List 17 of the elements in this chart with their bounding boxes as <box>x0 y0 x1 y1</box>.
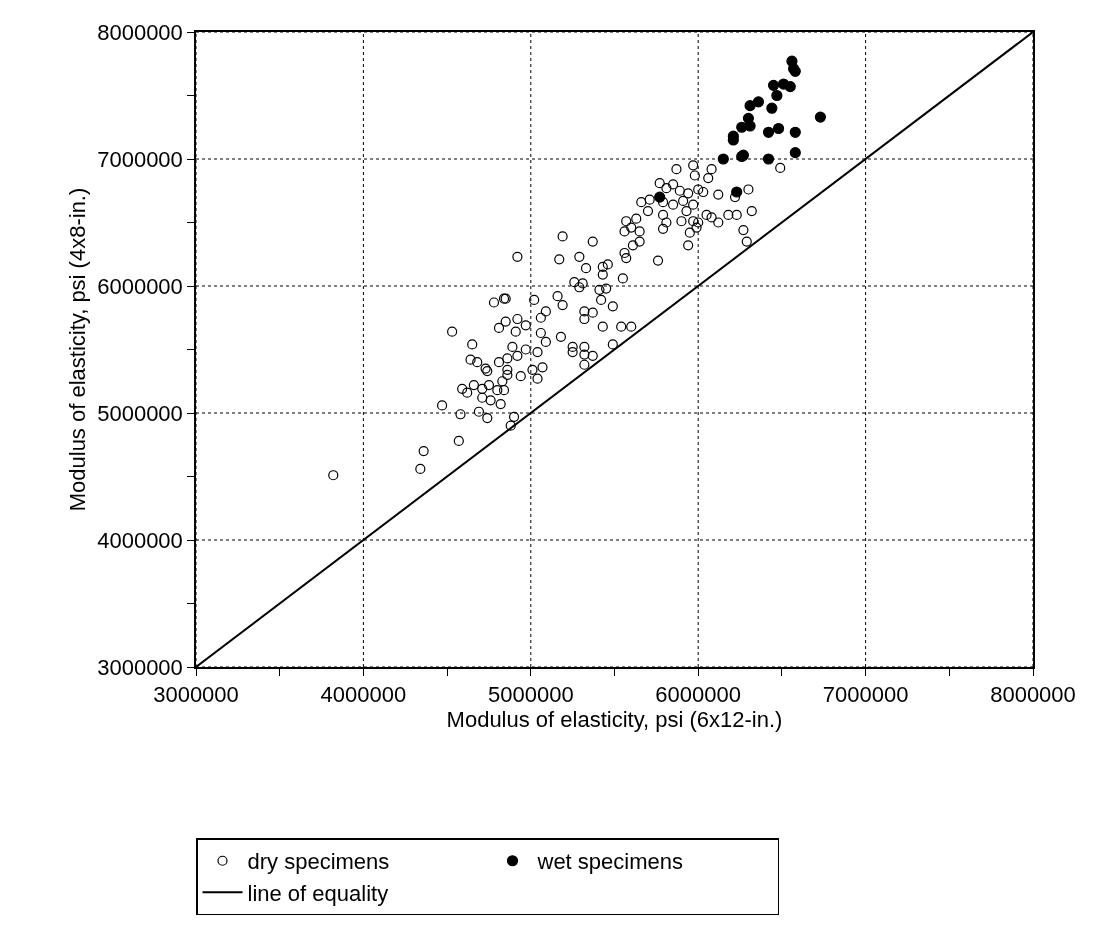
x-tick-label: 4000000 <box>320 682 407 708</box>
x-tick-label: 7000000 <box>822 682 909 708</box>
y-tick-label: 3000000 <box>97 654 183 680</box>
y-tick-label: 4000000 <box>97 527 183 553</box>
legend-label: wet specimens <box>536 849 684 875</box>
legend-label: line of equality <box>247 880 389 906</box>
x-tick-label: 3000000 <box>153 682 239 708</box>
y-tick-label: 7000000 <box>97 146 183 172</box>
y-tick-label: 6000000 <box>97 273 183 299</box>
x-tick-label: 6000000 <box>655 682 742 708</box>
y-tick-label: 5000000 <box>97 400 183 426</box>
x-tick-label: 5000000 <box>487 682 574 708</box>
x-tick-label: 8000000 <box>990 682 1076 708</box>
y-axis-title: Modulus of elasticity, psi (4x8-in.) <box>65 187 91 512</box>
legend-label: dry specimens <box>247 849 390 875</box>
y-tick-label: 8000000 <box>97 19 183 45</box>
x-axis-title: Modulus of elasticity, psi (6x12-in.) <box>446 707 783 733</box>
